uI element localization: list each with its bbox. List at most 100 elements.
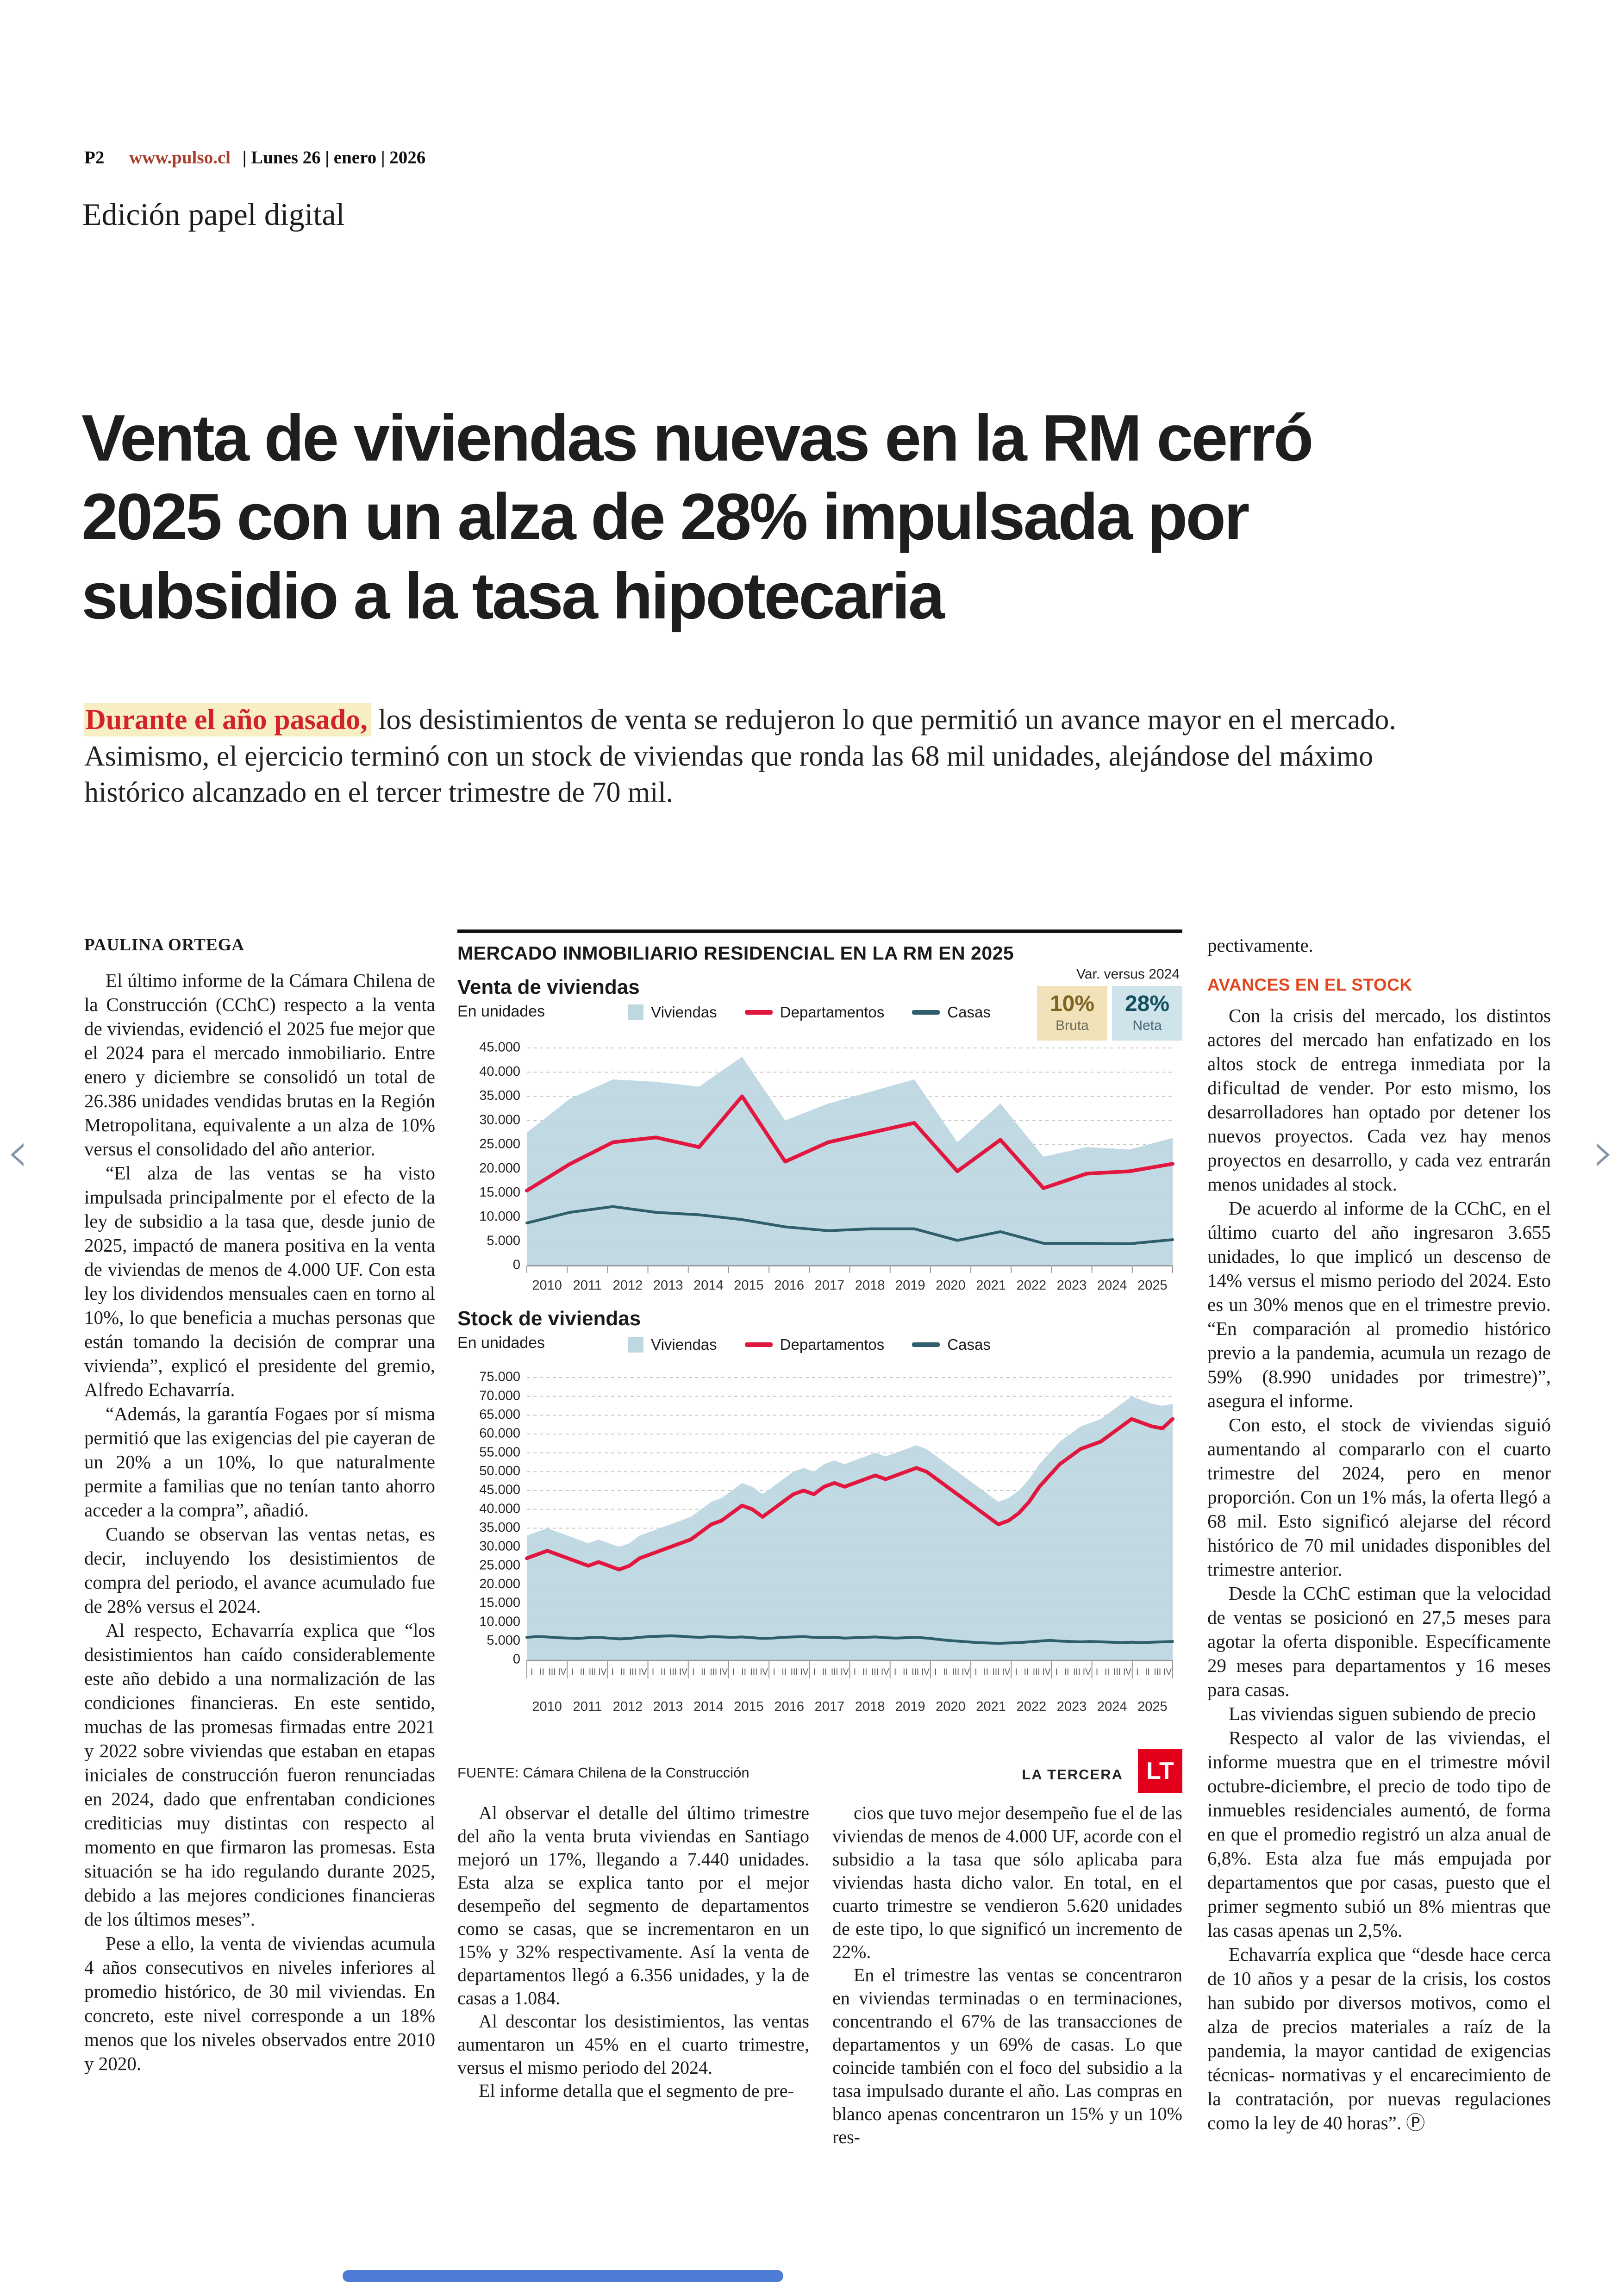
svg-text:III: III xyxy=(993,1667,1000,1677)
legend-item: Viviendas xyxy=(628,1004,717,1021)
svg-text:II: II xyxy=(862,1667,868,1677)
series-departamentos xyxy=(525,1094,1174,1193)
svg-text:25.000: 25.000 xyxy=(479,1558,520,1572)
chart2-legend: Viviendas Departamentos Casas xyxy=(578,1336,1041,1353)
site-url[interactable]: www.pulso.cl xyxy=(129,148,231,168)
legend-label: Departamentos xyxy=(780,1004,885,1021)
svg-text:45.000: 45.000 xyxy=(479,1483,520,1497)
svg-text:I: I xyxy=(1096,1667,1098,1677)
legend-label: Viviendas xyxy=(651,1004,717,1021)
article-column-3: cios que tuvo mejor desempeño fue el de … xyxy=(832,1802,1182,2181)
venta-de-viviendas-chart: 0 5.000 10.000 15.000 20.000 25.000 30.000 35.0… xyxy=(457,1040,1178,1307)
legend-label: Departamentos xyxy=(780,1336,885,1353)
svg-text:2021: 2021 xyxy=(976,1278,1006,1293)
svg-text:III: III xyxy=(1154,1667,1161,1677)
svg-text:III: III xyxy=(831,1667,838,1677)
svg-text:IV: IV xyxy=(679,1667,687,1677)
svg-text:2012: 2012 xyxy=(613,1278,643,1293)
lede-text: los desistimientos de venta se redujeron… xyxy=(84,704,1396,809)
svg-text:II: II xyxy=(943,1667,948,1677)
svg-text:II: II xyxy=(539,1667,544,1677)
casas-swatch-icon xyxy=(912,1342,940,1347)
source-row: FUENTE: Cámara Chilena de la Construcció… xyxy=(457,1749,1182,1795)
casas-swatch-icon xyxy=(912,1010,940,1015)
svg-text:IV: IV xyxy=(841,1667,849,1677)
svg-text:II: II xyxy=(1064,1667,1069,1677)
svg-text:III: III xyxy=(912,1667,919,1677)
svg-text:2016: 2016 xyxy=(774,1699,804,1714)
svg-text:I: I xyxy=(934,1667,937,1677)
svg-text:IV: IV xyxy=(558,1667,566,1677)
article-column-1: PAULINA ORTEGA El último informe de la C… xyxy=(84,933,435,2183)
badge-neta-label: Neta xyxy=(1132,1018,1162,1033)
headline-line-3: subsidio a la tasa hipotecaria xyxy=(81,559,945,633)
paragraph: El último informe de la Cámara Chilena d… xyxy=(84,970,435,1160)
chart1-header: Venta de viviendas En unidades xyxy=(457,976,640,1021)
legend-item: Viviendas xyxy=(628,1336,717,1353)
paragraph: “El alza de las ventas se ha visto impul… xyxy=(84,1162,435,1400)
svg-text:III: III xyxy=(791,1667,798,1677)
edition-date: | Lunes 26 | enero | 2026 xyxy=(242,148,426,168)
svg-text:2010: 2010 xyxy=(532,1278,562,1293)
headline-line-1: Venta de viviendas nuevas en la RM cerró xyxy=(81,401,1314,475)
previous-page-arrow[interactable]: ‹ xyxy=(6,1120,29,1185)
infographic-title: MERCADO INMOBILIARIO RESIDENCIAL EN LA R… xyxy=(457,942,1014,964)
viviendas-swatch-icon xyxy=(628,1337,644,1353)
svg-text:50.000: 50.000 xyxy=(479,1464,520,1478)
svg-text:I: I xyxy=(571,1667,573,1677)
svg-text:III: III xyxy=(952,1667,959,1677)
svg-text:2010: 2010 xyxy=(532,1699,562,1714)
svg-text:II: II xyxy=(822,1667,827,1677)
svg-text:2022: 2022 xyxy=(1017,1278,1047,1293)
chart2-subtitle: En unidades xyxy=(457,1334,545,1352)
badge-neta: 28% Neta xyxy=(1112,986,1182,1041)
chart2-title: Stock de viviendas xyxy=(457,1307,641,1330)
svg-text:II: II xyxy=(661,1667,666,1677)
svg-text:2014: 2014 xyxy=(693,1699,724,1714)
svg-text:2019: 2019 xyxy=(895,1278,925,1293)
column-2-paragraphs: Al observar el detalle del último trimes… xyxy=(457,1802,809,2102)
infographic: MERCADO INMOBILIARIO RESIDENCIAL EN LA R… xyxy=(457,929,1182,1800)
svg-text:I: I xyxy=(773,1667,775,1677)
series-departamentos xyxy=(525,1417,1174,1572)
horizontal-scrollbar-thumb[interactable] xyxy=(343,2270,783,2282)
svg-text:III: III xyxy=(549,1667,556,1677)
legend-item: Departamentos xyxy=(744,1336,885,1353)
svg-text:II: II xyxy=(741,1667,746,1677)
svg-text:2025: 2025 xyxy=(1137,1278,1168,1293)
svg-text:2017: 2017 xyxy=(815,1278,845,1293)
svg-text:2020: 2020 xyxy=(936,1278,966,1293)
legend-label: Casas xyxy=(947,1004,991,1021)
svg-text:20.000: 20.000 xyxy=(479,1577,520,1591)
chart1-subtitle: En unidades xyxy=(457,1003,545,1020)
departamentos-swatch-icon xyxy=(744,1342,773,1347)
svg-text:I: I xyxy=(692,1667,694,1677)
svg-text:2020: 2020 xyxy=(936,1699,966,1714)
svg-text:III: III xyxy=(589,1667,596,1677)
variation-badges: 10% Bruta 28% Neta xyxy=(1037,986,1182,1041)
svg-text:55.000: 55.000 xyxy=(479,1445,520,1459)
svg-text:15.000: 15.000 xyxy=(479,1596,520,1610)
badge-neta-value: 28% xyxy=(1124,992,1170,1016)
svg-text:II: II xyxy=(620,1667,625,1677)
headline: Venta de viviendas nuevas en la RM cerró… xyxy=(81,399,1314,636)
stock-de-viviendas-chart: 0 5.000 10.000 15.000 20.000 25.000 30.000 35.0… xyxy=(457,1370,1178,1722)
svg-text:10.000: 10.000 xyxy=(479,1209,520,1224)
legend-item: Departamentos xyxy=(744,1004,885,1021)
svg-text:I: I xyxy=(1015,1667,1018,1677)
svg-text:II: II xyxy=(903,1667,908,1677)
legend-label: Casas xyxy=(947,1336,991,1353)
headline-line-2: 2025 con un alza de 28% impulsada por xyxy=(81,480,1249,554)
svg-text:45.000: 45.000 xyxy=(479,1041,520,1055)
paragraph: cios que tuvo mejor desempeño fue el de … xyxy=(832,1802,1182,1962)
svg-text:2024: 2024 xyxy=(1097,1699,1127,1714)
byline: PAULINA ORTEGA xyxy=(84,935,245,954)
next-page-arrow[interactable]: › xyxy=(1593,1120,1615,1185)
svg-text:I: I xyxy=(813,1667,816,1677)
svg-text:I: I xyxy=(1056,1667,1058,1677)
svg-text:5.000: 5.000 xyxy=(487,1233,520,1248)
paragraph: El informe detalla que el segmento de pr… xyxy=(479,2080,794,2101)
svg-text:IV: IV xyxy=(639,1667,647,1677)
svg-text:10.000: 10.000 xyxy=(479,1614,520,1629)
paragraph: Al descontar los desistimientos, las ven… xyxy=(457,2011,809,2078)
